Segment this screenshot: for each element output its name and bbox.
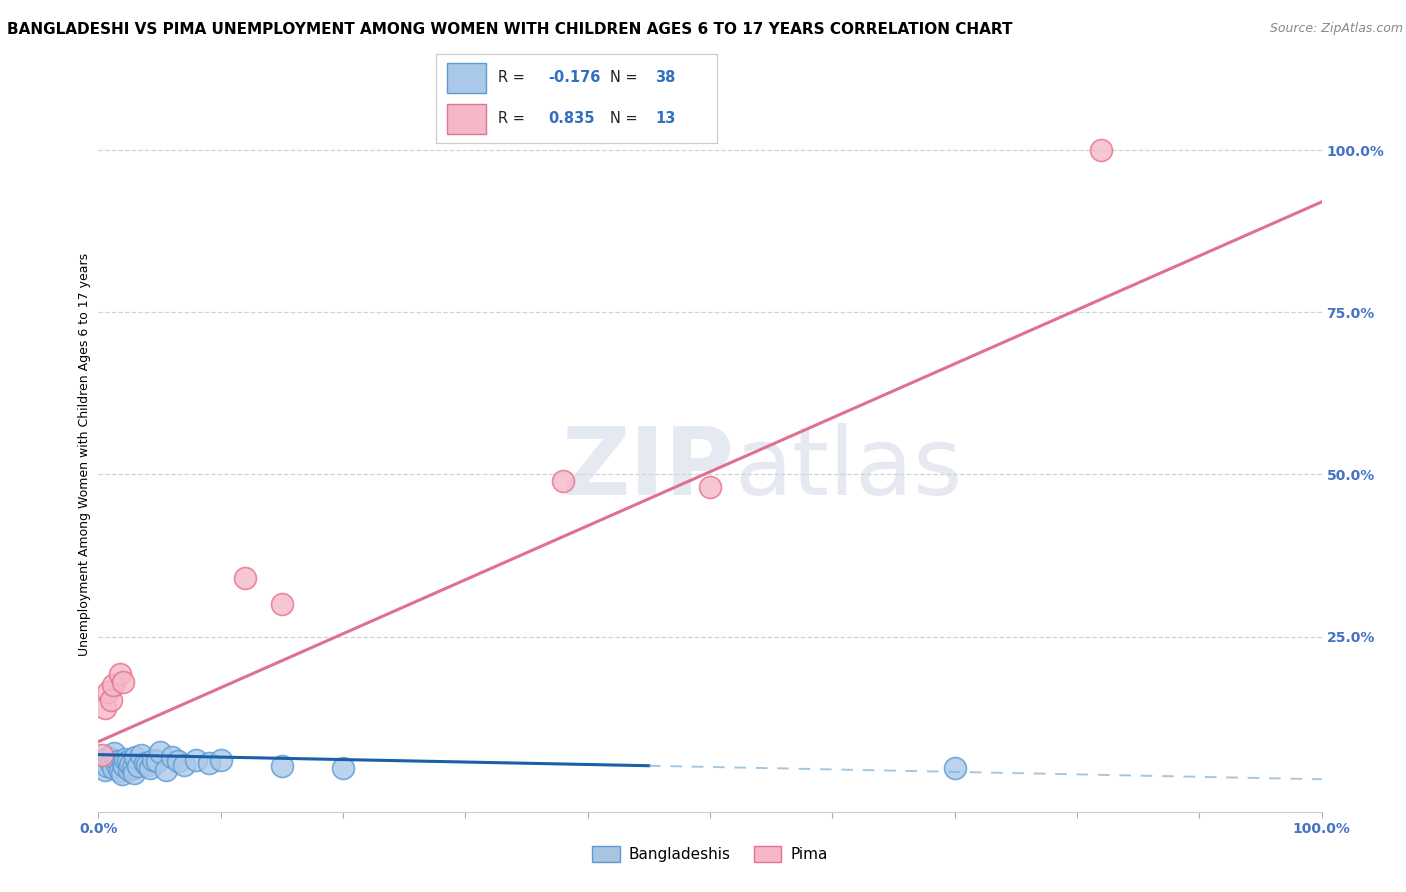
Point bbox=[111, 756, 134, 770]
Text: N =: N = bbox=[610, 70, 643, 85]
Point bbox=[121, 761, 143, 775]
FancyBboxPatch shape bbox=[447, 104, 486, 134]
Text: atlas: atlas bbox=[734, 423, 963, 516]
FancyBboxPatch shape bbox=[447, 63, 486, 93]
Point bbox=[155, 763, 177, 777]
Point bbox=[97, 684, 120, 698]
Point bbox=[93, 701, 115, 715]
Text: N =: N = bbox=[610, 112, 643, 126]
Y-axis label: Unemployment Among Women with Children Ages 6 to 17 years: Unemployment Among Women with Children A… bbox=[79, 253, 91, 657]
Text: Source: ZipAtlas.com: Source: ZipAtlas.com bbox=[1270, 22, 1403, 36]
Point bbox=[167, 754, 190, 768]
Point bbox=[270, 759, 294, 773]
Point bbox=[117, 754, 139, 768]
Text: ZIP: ZIP bbox=[561, 423, 734, 516]
Point bbox=[111, 675, 134, 690]
Point bbox=[149, 745, 172, 759]
Point bbox=[100, 693, 122, 707]
Point bbox=[129, 747, 152, 762]
Point bbox=[699, 480, 721, 494]
Text: 38: 38 bbox=[655, 70, 675, 85]
Point bbox=[160, 749, 183, 764]
Point bbox=[91, 753, 114, 767]
Point bbox=[197, 756, 219, 770]
Point bbox=[110, 764, 132, 779]
Text: 13: 13 bbox=[655, 112, 675, 126]
Point bbox=[270, 597, 294, 611]
Point bbox=[146, 754, 169, 768]
Point bbox=[124, 749, 146, 764]
Point bbox=[173, 758, 195, 772]
Point bbox=[112, 759, 135, 773]
Point bbox=[97, 749, 120, 764]
Point bbox=[943, 761, 966, 775]
Text: R =: R = bbox=[498, 112, 529, 126]
Point bbox=[134, 756, 156, 770]
Point bbox=[101, 678, 124, 692]
Point bbox=[332, 761, 354, 775]
Point bbox=[122, 765, 145, 780]
Text: -0.176: -0.176 bbox=[548, 70, 600, 85]
Point bbox=[96, 759, 118, 773]
Point bbox=[233, 571, 256, 585]
Point bbox=[127, 759, 149, 773]
Point bbox=[139, 761, 162, 775]
Point bbox=[114, 751, 136, 765]
Point bbox=[93, 763, 115, 777]
Point bbox=[110, 667, 132, 681]
Text: BANGLADESHI VS PIMA UNEMPLOYMENT AMONG WOMEN WITH CHILDREN AGES 6 TO 17 YEARS CO: BANGLADESHI VS PIMA UNEMPLOYMENT AMONG W… bbox=[7, 22, 1012, 37]
Point bbox=[118, 763, 141, 777]
Point bbox=[101, 761, 124, 775]
Point bbox=[186, 753, 208, 767]
Point bbox=[103, 747, 125, 761]
Point bbox=[105, 758, 128, 772]
Point bbox=[100, 756, 122, 770]
Point bbox=[142, 753, 165, 767]
Point bbox=[553, 474, 575, 488]
Point bbox=[111, 767, 134, 781]
Point bbox=[120, 758, 142, 772]
Point bbox=[209, 753, 232, 767]
Point bbox=[136, 758, 159, 772]
Text: R =: R = bbox=[498, 70, 529, 85]
Point bbox=[91, 747, 114, 762]
Point bbox=[1090, 143, 1112, 157]
Point bbox=[107, 754, 129, 768]
Legend: Bangladeshis, Pima: Bangladeshis, Pima bbox=[586, 839, 834, 868]
Text: 0.835: 0.835 bbox=[548, 112, 595, 126]
